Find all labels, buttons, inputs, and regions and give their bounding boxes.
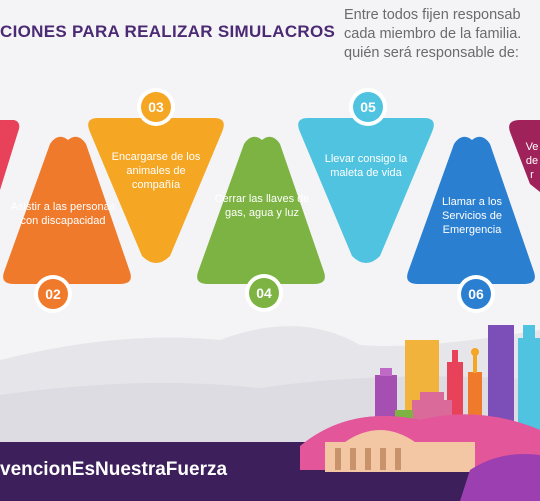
- step-07-triangle-partial: [509, 120, 540, 192]
- page-title: CIONES PARA REALIZAR SIMULACROS: [0, 22, 336, 41]
- step-04-triangle: [197, 136, 325, 284]
- step-03-badge: 03: [137, 88, 175, 126]
- step-01-partial: [0, 120, 20, 190]
- step-06-badge: 06: [457, 275, 495, 313]
- step-03-number: 03: [141, 92, 171, 122]
- step-02-triangle: [3, 136, 131, 284]
- step-06-text: Llamar a los Servicios de Emergencia: [442, 196, 502, 236]
- step-04-badge: 04: [245, 274, 283, 312]
- intro-text: Entre todos fijen responsab cada miembro…: [344, 6, 540, 63]
- step-03-triangle: [88, 118, 224, 263]
- intro-line-3: quién será responsable de:: [344, 45, 519, 61]
- step-05-number: 05: [353, 92, 383, 122]
- intro-line-1: Entre todos fijen responsab: [344, 7, 521, 23]
- step-02-badge: 02: [34, 275, 72, 313]
- step-06-number: 06: [461, 279, 491, 309]
- step-04-number: 04: [249, 278, 279, 308]
- step-02-text: Asistir a las personas con discapacidad: [10, 201, 116, 227]
- step-05-triangle: [298, 118, 434, 263]
- step-05-badge: 05: [349, 88, 387, 126]
- step-04-text: Cerrar las llaves de gas, agua y luz: [214, 193, 310, 219]
- step-05-text: Llevar consigo la maleta de vida: [324, 153, 408, 179]
- step-02-number: 02: [38, 279, 68, 309]
- footer-hashtag: vencionEsNuestraFuerza: [0, 459, 228, 480]
- step-03-text: Encargarse de los animales de compañía: [111, 151, 201, 191]
- intro-line-2: cada miembro de la familia.: [344, 26, 522, 42]
- step-07-text: Ve de r: [525, 141, 539, 181]
- step-06-triangle: [407, 136, 535, 284]
